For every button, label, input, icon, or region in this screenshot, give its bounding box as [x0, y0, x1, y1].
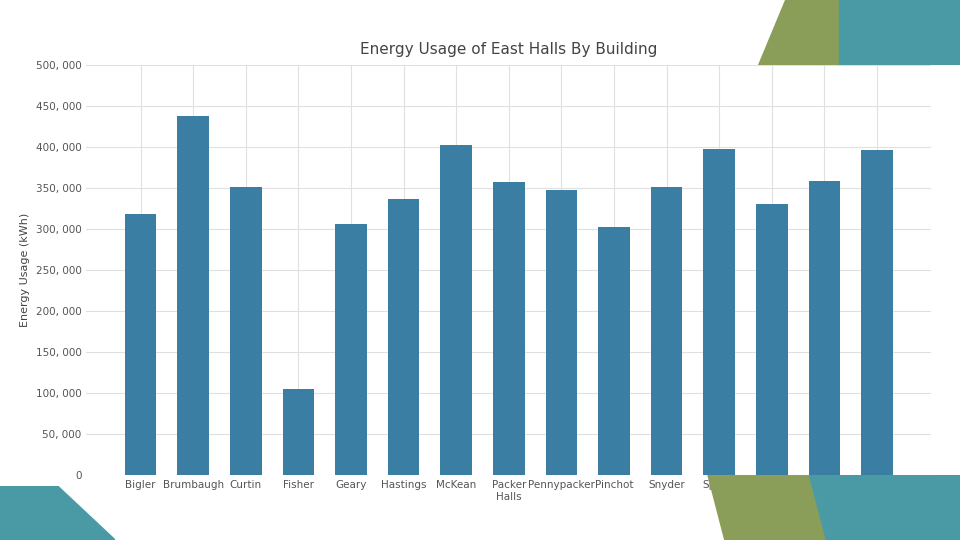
- Polygon shape: [839, 0, 960, 65]
- Bar: [704, 148, 735, 475]
- Bar: [545, 190, 577, 475]
- Bar: [230, 187, 261, 475]
- Polygon shape: [808, 475, 960, 540]
- Bar: [125, 214, 156, 475]
- Bar: [493, 182, 524, 475]
- Bar: [651, 187, 683, 475]
- Bar: [178, 116, 209, 475]
- Bar: [335, 224, 367, 475]
- Title: Energy Usage of East Halls By Building: Energy Usage of East Halls By Building: [360, 42, 658, 57]
- Y-axis label: Energy Usage (kWh): Energy Usage (kWh): [20, 213, 30, 327]
- Bar: [861, 150, 893, 475]
- Bar: [598, 227, 630, 475]
- Polygon shape: [708, 475, 826, 540]
- Bar: [282, 389, 314, 475]
- Polygon shape: [0, 486, 115, 540]
- Bar: [756, 204, 787, 475]
- Bar: [441, 145, 472, 475]
- Bar: [808, 180, 840, 475]
- Bar: [388, 199, 420, 475]
- Polygon shape: [758, 0, 839, 65]
